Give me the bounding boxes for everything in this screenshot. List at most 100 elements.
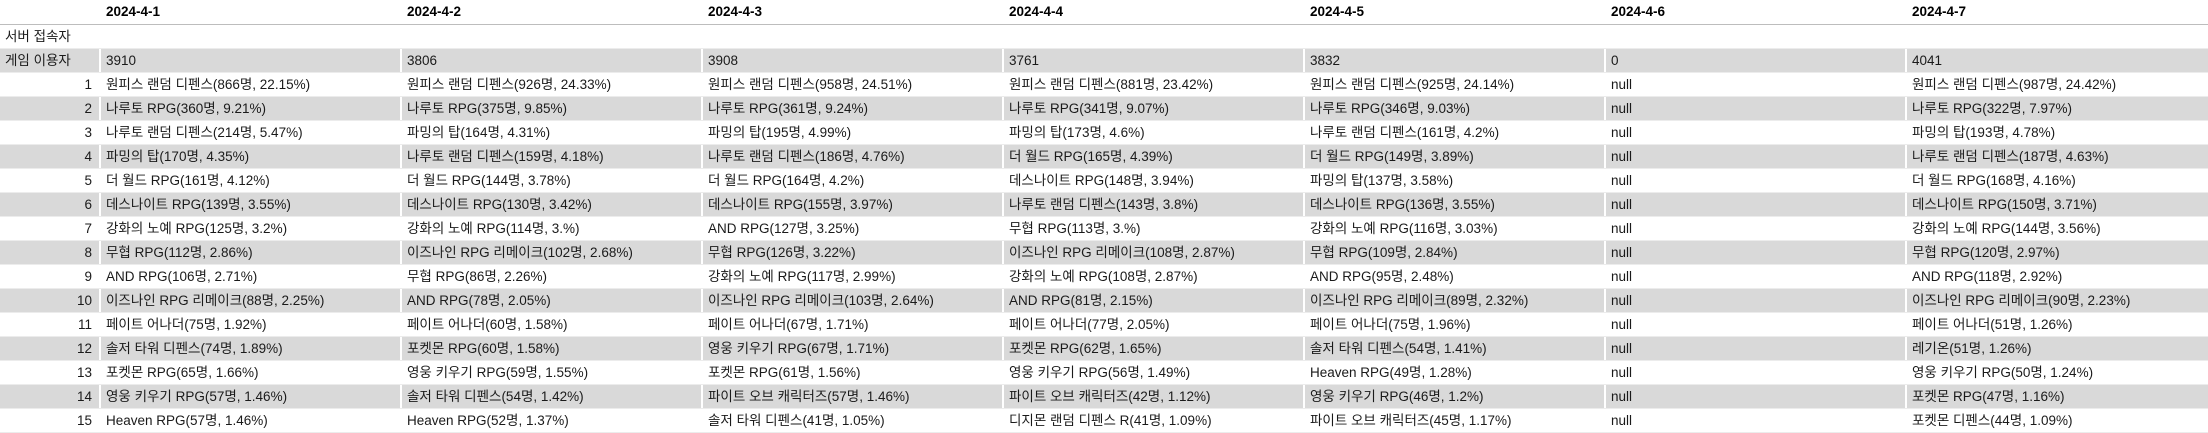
game-stat-cell[interactable]: 원피스 랜덤 디펜스(958명, 24.51%) (703, 73, 1004, 96)
game-stat-cell[interactable]: 파밍의 탑(195명, 4.99%) (703, 121, 1004, 144)
game-stat-cell[interactable]: 파밍의 탑(193명, 4.78%) (1912, 125, 2056, 140)
game-stat-cell[interactable]: 더 월드 RPG(149명, 3.89%) (1305, 145, 1606, 168)
game-stat-cell[interactable]: AND RPG(78명, 2.05%) (402, 289, 703, 312)
game-stat-cell[interactable]: 나루토 RPG(341명, 9.07%) (1004, 97, 1305, 120)
game-stat-cell[interactable]: null (1606, 289, 1907, 312)
game-stat-cell[interactable]: 무협 RPG(126명, 3.22%) (703, 241, 1004, 264)
server-value-cell[interactable] (1305, 25, 1606, 48)
game-stat-cell[interactable]: 페이트 어나더(75명, 1.92%) (101, 313, 402, 336)
game-stat-cell[interactable]: 강화의 노예 RPG(114명, 3.%) (402, 217, 703, 240)
game-stat-cell[interactable]: 레기온(51명, 1.26%) (1912, 341, 2032, 356)
game-stat-cell[interactable]: 데스나이트 RPG(139명, 3.55%) (101, 193, 402, 216)
game-stat-cell[interactable]: 나루토 랜덤 디펜스(187명, 4.63%) (1912, 149, 2109, 164)
game-stat-cell[interactable]: 페이트 어나더(75명, 1.96%) (1305, 313, 1606, 336)
server-value-cell[interactable] (1004, 25, 1305, 48)
game-stat-cell[interactable]: Heaven RPG(57명, 1.46%) (101, 409, 402, 432)
server-value-cell[interactable] (703, 25, 1004, 48)
game-stat-cell[interactable]: 디지몬 랜덤 디펜스 R(41명, 1.09%) (1004, 409, 1305, 432)
game-stat-cell[interactable]: null (1606, 217, 1907, 240)
game-stat-cell[interactable]: null (1606, 337, 1907, 360)
server-value-cell[interactable] (101, 25, 402, 48)
game-stat-cell[interactable]: 영웅 키우기 RPG(50명, 1.24%) (1912, 365, 2094, 380)
game-stat-cell[interactable]: 이즈나인 RPG 리메이크(89명, 2.32%) (1305, 289, 1606, 312)
game-stat-cell[interactable]: 강화의 노예 RPG(108명, 2.87%) (1004, 265, 1305, 288)
game-stat-cell[interactable]: 무협 RPG(112명, 2.86%) (101, 241, 402, 264)
date-header-cell[interactable]: 2024-4-7 (1912, 4, 1967, 19)
game-stat-cell[interactable]: 나루토 랜덤 디펜스(159명, 4.18%) (402, 145, 703, 168)
game-stat-cell[interactable]: 원피스 랜덤 디펜스(881명, 23.42%) (1004, 73, 1305, 96)
game-stat-cell[interactable]: null (1606, 313, 1907, 336)
game-stat-cell[interactable]: 이즈나인 RPG 리메이크(90명, 2.23%) (1912, 293, 2131, 308)
game-stat-cell[interactable]: 더 월드 RPG(165명, 4.39%) (1004, 145, 1305, 168)
game-stat-cell[interactable]: 영웅 키우기 RPG(56명, 1.49%) (1004, 361, 1305, 384)
game-stat-cell[interactable]: 나루토 RPG(360명, 9.21%) (101, 97, 402, 120)
game-stat-cell[interactable]: 이즈나인 RPG 리메이크(108명, 2.87%) (1004, 241, 1305, 264)
game-stat-cell[interactable]: 더 월드 RPG(164명, 4.2%) (703, 169, 1004, 192)
game-stat-cell[interactable]: null (1606, 241, 1907, 264)
game-stat-cell[interactable]: 나루토 RPG(346명, 9.03%) (1305, 97, 1606, 120)
game-stat-cell[interactable]: 이즈나인 RPG 리메이크(88명, 2.25%) (101, 289, 402, 312)
game-stat-cell[interactable]: 나루토 랜덤 디펜스(161명, 4.2%) (1305, 121, 1606, 144)
game-stat-cell[interactable]: Heaven RPG(52명, 1.37%) (402, 409, 703, 432)
game-stat-cell[interactable]: 파밍의 탑(137명, 3.58%) (1305, 169, 1606, 192)
users-value-cell[interactable]: 3908 (703, 49, 1004, 72)
game-stat-cell[interactable]: 나루토 랜덤 디펜스(186명, 4.76%) (703, 145, 1004, 168)
game-stat-cell[interactable]: 더 월드 RPG(168명, 4.16%) (1912, 173, 2076, 188)
game-stat-cell[interactable]: null (1606, 361, 1907, 384)
game-stat-cell[interactable]: 강화의 노예 RPG(116명, 3.03%) (1305, 217, 1606, 240)
game-stat-cell[interactable]: 더 월드 RPG(144명, 3.78%) (402, 169, 703, 192)
game-stat-cell[interactable]: 더 월드 RPG(161명, 4.12%) (101, 169, 402, 192)
server-value-cell[interactable] (1606, 25, 1907, 48)
game-stat-cell[interactable]: 페이트 어나더(60명, 1.58%) (402, 313, 703, 336)
game-stat-cell[interactable]: 영웅 키우기 RPG(46명, 1.2%) (1305, 385, 1606, 408)
game-stat-cell[interactable]: 파이트 오브 캐릭터즈(42명, 1.12%) (1004, 385, 1305, 408)
game-stat-cell[interactable]: 포켓몬 RPG(61명, 1.56%) (703, 361, 1004, 384)
game-stat-cell[interactable]: 페이트 어나더(77명, 2.05%) (1004, 313, 1305, 336)
date-header-cell[interactable]: 2024-4-2 (402, 0, 703, 24)
game-stat-cell[interactable]: 원피스 랜덤 디펜스(925명, 24.14%) (1305, 73, 1606, 96)
game-stat-cell[interactable]: 원피스 랜덤 디펜스(866명, 22.15%) (101, 73, 402, 96)
game-stat-cell[interactable]: 무협 RPG(86명, 2.26%) (402, 265, 703, 288)
game-stat-cell[interactable]: 영웅 키우기 RPG(59명, 1.55%) (402, 361, 703, 384)
game-stat-cell[interactable]: Heaven RPG(49명, 1.28%) (1305, 361, 1606, 384)
game-stat-cell[interactable]: 페이트 어나더(67명, 1.71%) (703, 313, 1004, 336)
date-header-cell[interactable]: 2024-4-6 (1606, 0, 1907, 24)
users-value-cell[interactable]: 3761 (1004, 49, 1305, 72)
date-header-cell[interactable]: 2024-4-1 (101, 0, 402, 24)
game-stat-cell[interactable]: 데스나이트 RPG(130명, 3.42%) (402, 193, 703, 216)
game-stat-cell[interactable]: 나루토 랜덤 디펜스(214명, 5.47%) (101, 121, 402, 144)
game-stat-cell[interactable]: 강화의 노예 RPG(144명, 3.56%) (1912, 221, 2101, 236)
game-stat-cell[interactable]: 나루토 랜덤 디펜스(143명, 3.8%) (1004, 193, 1305, 216)
game-stat-cell[interactable]: 데스나이트 RPG(148명, 3.94%) (1004, 169, 1305, 192)
game-stat-cell[interactable]: 영웅 키우기 RPG(67명, 1.71%) (703, 337, 1004, 360)
game-stat-cell[interactable]: 나루토 RPG(361명, 9.24%) (703, 97, 1004, 120)
game-stat-cell[interactable]: 파밍의 탑(170명, 4.35%) (101, 145, 402, 168)
users-value-cell[interactable]: 0 (1606, 49, 1907, 72)
game-stat-cell[interactable]: 강화의 노예 RPG(125명, 3.2%) (101, 217, 402, 240)
users-value-cell[interactable]: 4041 (1912, 53, 1943, 68)
game-stat-cell[interactable]: 강화의 노예 RPG(117명, 2.99%) (703, 265, 1004, 288)
game-stat-cell[interactable]: 포켓몬 RPG(47명, 1.16%) (1912, 389, 2065, 404)
game-stat-cell[interactable]: 페이트 어나더(51명, 1.26%) (1912, 317, 2073, 332)
game-stat-cell[interactable]: 파밍의 탑(173명, 4.6%) (1004, 121, 1305, 144)
game-stat-cell[interactable]: AND RPG(118명, 2.92%) (1912, 269, 2063, 284)
game-stat-cell[interactable]: 파이트 오브 캐릭터즈(57명, 1.46%) (703, 385, 1004, 408)
game-stat-cell[interactable]: AND RPG(127명, 3.25%) (703, 217, 1004, 240)
game-stat-cell[interactable]: 솔저 타워 디펜스(54명, 1.42%) (402, 385, 703, 408)
game-stat-cell[interactable]: 솔저 타워 디펜스(74명, 1.89%) (101, 337, 402, 360)
date-header-cell[interactable]: 2024-4-3 (703, 0, 1004, 24)
game-stat-cell[interactable]: 포켓몬 디펜스(44명, 1.09%) (1912, 413, 2073, 428)
server-value-cell[interactable] (1907, 25, 2208, 48)
game-stat-cell[interactable]: 포켓몬 RPG(65명, 1.66%) (101, 361, 402, 384)
users-value-cell[interactable]: 3910 (101, 49, 402, 72)
game-stat-cell[interactable]: 나루토 RPG(322명, 7.97%) (1912, 101, 2072, 116)
game-stat-cell[interactable]: 영웅 키우기 RPG(57명, 1.46%) (101, 385, 402, 408)
game-stat-cell[interactable]: null (1606, 73, 1907, 96)
game-stat-cell[interactable]: AND RPG(95명, 2.48%) (1305, 265, 1606, 288)
game-stat-cell[interactable]: AND RPG(81명, 2.15%) (1004, 289, 1305, 312)
game-stat-cell[interactable]: AND RPG(106명, 2.71%) (101, 265, 402, 288)
game-stat-cell[interactable]: 무협 RPG(113명, 3.%) (1004, 217, 1305, 240)
game-stat-cell[interactable]: 파밍의 탑(164명, 4.31%) (402, 121, 703, 144)
game-stat-cell[interactable]: 파이트 오브 캐릭터즈(45명, 1.17%) (1305, 409, 1606, 432)
game-stat-cell[interactable]: 솔저 타워 디펜스(41명, 1.05%) (703, 409, 1004, 432)
